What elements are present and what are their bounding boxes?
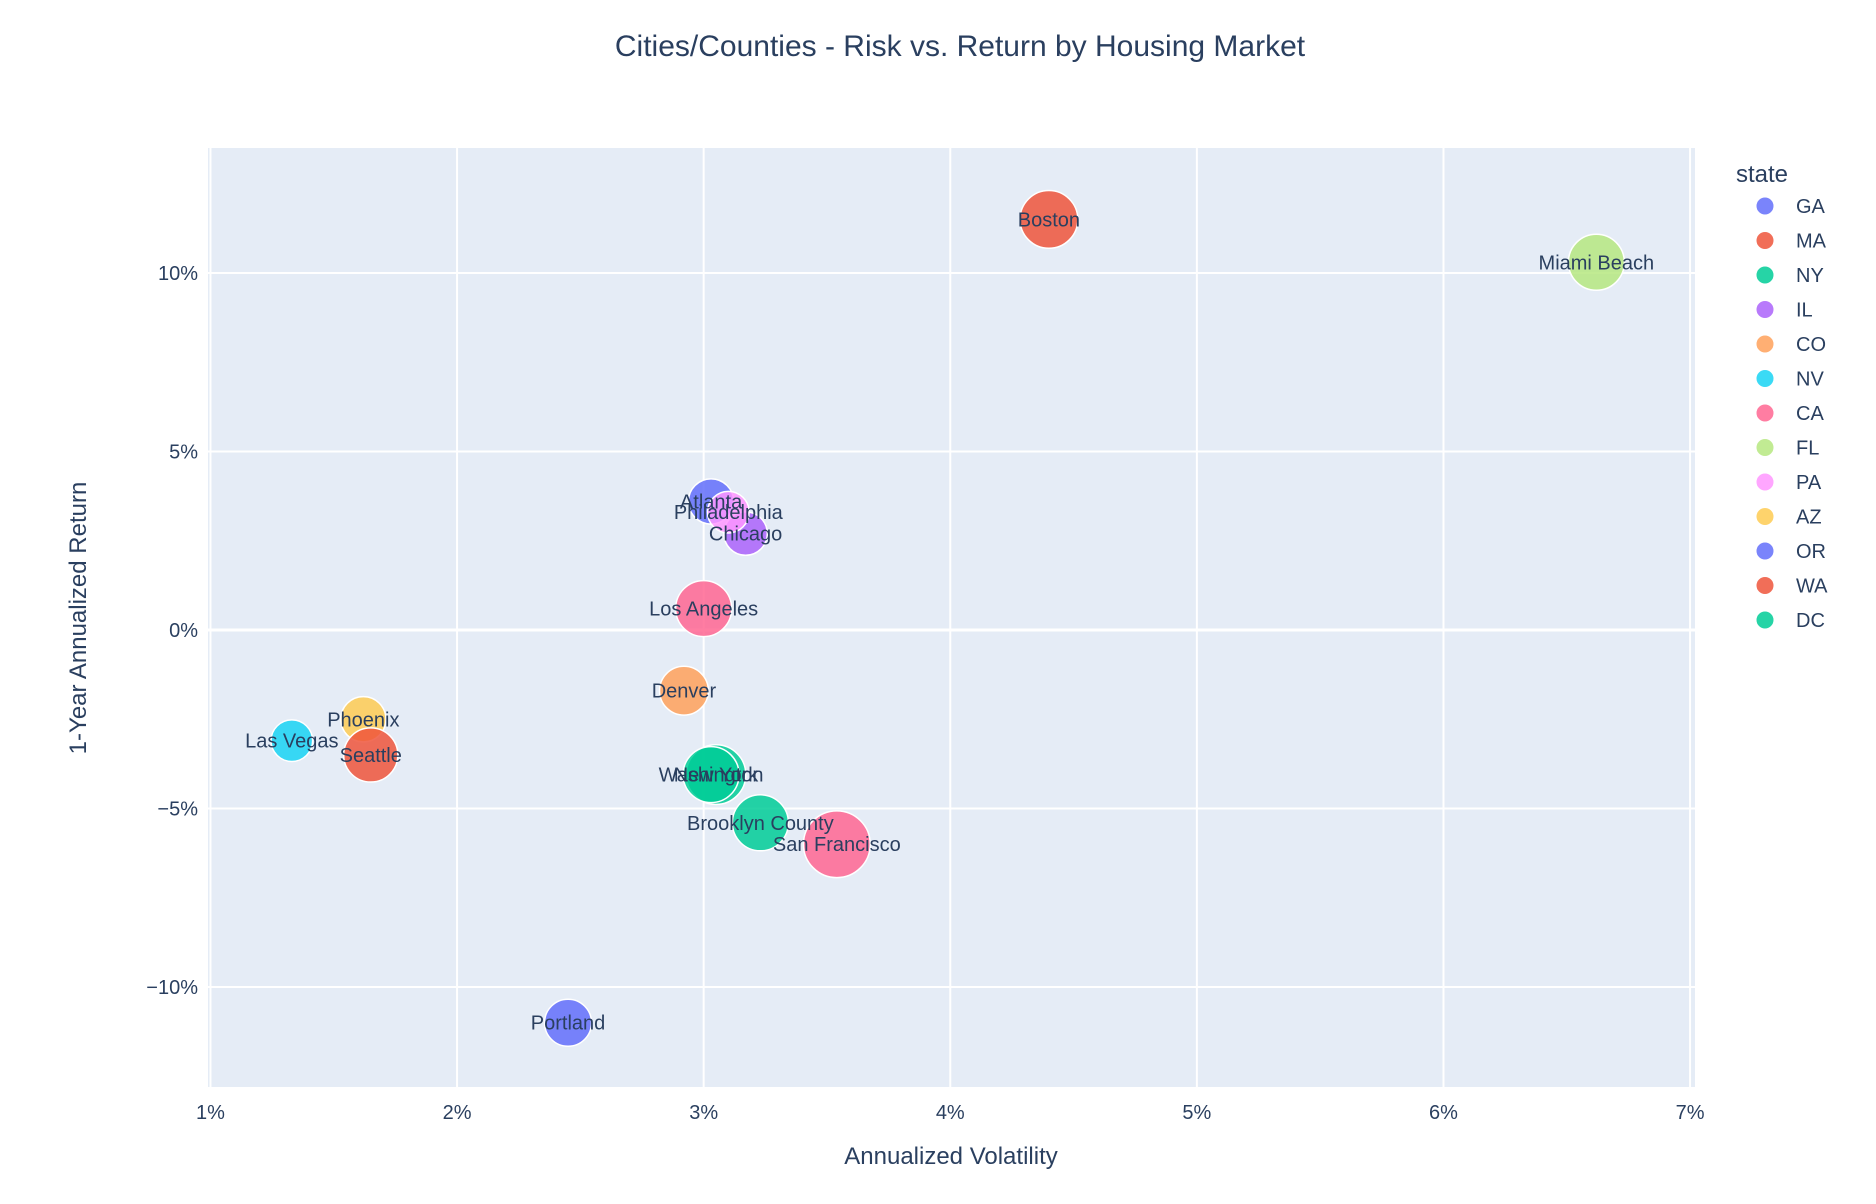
legend-title: state bbox=[1736, 161, 1788, 188]
legend-label: PA bbox=[1796, 472, 1822, 494]
legend-label: NY bbox=[1796, 265, 1824, 287]
legend-item-co[interactable]: CO bbox=[1755, 334, 1826, 356]
y-tick-label: 10% bbox=[158, 263, 198, 285]
point-label: Brooklyn County bbox=[687, 813, 834, 835]
data-point-denver[interactable] bbox=[658, 665, 710, 716]
legend-marker bbox=[1755, 610, 1775, 630]
legend-marker bbox=[1755, 369, 1775, 388]
point-label: Atlanta bbox=[680, 491, 743, 513]
point-label: Washington bbox=[659, 765, 764, 787]
data-point-seattle[interactable] bbox=[342, 727, 399, 783]
data-point-los-angeles[interactable] bbox=[674, 579, 733, 638]
legend-item-az[interactable]: AZ bbox=[1755, 507, 1822, 529]
legend-item-ny[interactable]: NY bbox=[1755, 265, 1824, 287]
legend-marker bbox=[1755, 334, 1775, 354]
legend-marker bbox=[1755, 231, 1775, 250]
y-tick-labels: −10% −5% 0% 5% 10% bbox=[146, 263, 198, 999]
data-points bbox=[270, 189, 1626, 1047]
x-tick-label: 7% bbox=[1676, 1102, 1705, 1124]
legend-label: FL bbox=[1796, 438, 1819, 460]
legend-label: WA bbox=[1796, 576, 1828, 598]
legend-marker bbox=[1755, 541, 1775, 561]
point-label: Los Angeles bbox=[649, 599, 758, 621]
legend: state GA MA NY IL CO NV CA FL PA AZ OR WA DC bbox=[1736, 161, 1828, 632]
x-tick-label: 6% bbox=[1429, 1102, 1458, 1124]
point-label: Boston bbox=[1018, 209, 1080, 231]
legend-item-il[interactable]: IL bbox=[1755, 300, 1813, 322]
legend-marker bbox=[1755, 507, 1775, 526]
legend-label: NV bbox=[1796, 369, 1824, 391]
plot-area bbox=[208, 148, 1695, 1087]
legend-item-ca[interactable]: CA bbox=[1755, 403, 1824, 425]
legend-item-nv[interactable]: NV bbox=[1755, 369, 1824, 391]
legend-label: CO bbox=[1796, 334, 1826, 356]
x-tick-label: 4% bbox=[936, 1102, 965, 1124]
legend-label: OR bbox=[1796, 541, 1826, 563]
legend-item-ma[interactable]: MA bbox=[1755, 231, 1827, 253]
legend-item-dc[interactable]: DC bbox=[1755, 610, 1825, 632]
legend-marker bbox=[1755, 196, 1775, 216]
data-point-miami-beach[interactable] bbox=[1567, 233, 1626, 292]
legend-label: IL bbox=[1796, 300, 1813, 322]
y-tick-label: 0% bbox=[169, 620, 198, 642]
data-point-las-vegas[interactable] bbox=[270, 719, 314, 763]
y-tick-label: −5% bbox=[157, 799, 198, 821]
point-label: Miami Beach bbox=[1539, 252, 1655, 274]
data-point-brooklyn-county[interactable] bbox=[731, 794, 790, 852]
legend-item-wa[interactable]: WA bbox=[1755, 576, 1828, 598]
point-label: Denver bbox=[652, 681, 717, 703]
point-label: Portland bbox=[531, 1013, 606, 1035]
data-point-portland[interactable] bbox=[543, 998, 593, 1047]
y-tick-label: 5% bbox=[169, 441, 198, 463]
x-axis-title: Annualized Volatility bbox=[844, 1143, 1057, 1170]
legend-marker bbox=[1755, 300, 1775, 319]
chart-title: Cities/Counties - Risk vs. Return by Hou… bbox=[615, 30, 1306, 63]
point-label: Las Vegas bbox=[245, 731, 338, 753]
point-label: Chicago bbox=[709, 524, 782, 546]
legend-items: GA MA NY IL CO NV CA FL PA AZ OR WA DC bbox=[1755, 196, 1828, 632]
point-label: Phoenix bbox=[327, 709, 399, 731]
data-point-labels: Atlanta Boston New York Brooklyn County Chic… bbox=[245, 209, 1654, 1034]
legend-marker bbox=[1755, 576, 1775, 595]
x-tick-label: 1% bbox=[196, 1102, 225, 1124]
point-label: Philadelphia bbox=[674, 502, 784, 524]
data-point-philadelphia[interactable] bbox=[706, 490, 750, 534]
x-tick-labels: 1% 2% 3% 4% 5% 6% 7% bbox=[196, 1102, 1705, 1124]
legend-item-ga[interactable]: GA bbox=[1755, 196, 1826, 218]
legend-label: CA bbox=[1796, 403, 1824, 425]
y-axis-title: 1-Year Annualized Return bbox=[65, 482, 92, 755]
data-point-washington[interactable] bbox=[682, 745, 740, 804]
y-gridlines bbox=[208, 271, 1695, 989]
data-point-san-francisco[interactable] bbox=[802, 810, 871, 879]
y-tick-label: −10% bbox=[146, 977, 198, 999]
legend-marker bbox=[1755, 265, 1775, 285]
legend-label: AZ bbox=[1796, 507, 1822, 529]
data-point-boston[interactable] bbox=[1019, 189, 1079, 250]
x-tick-label: 3% bbox=[689, 1102, 718, 1124]
legend-item-fl[interactable]: FL bbox=[1755, 438, 1819, 460]
legend-marker bbox=[1755, 438, 1775, 457]
legend-label: GA bbox=[1796, 196, 1826, 218]
legend-marker bbox=[1755, 472, 1775, 492]
point-label: Seattle bbox=[340, 745, 402, 767]
point-label: San Francisco bbox=[773, 834, 901, 856]
legend-label: MA bbox=[1796, 231, 1827, 253]
x-tick-label: 2% bbox=[443, 1102, 472, 1124]
x-tick-label: 5% bbox=[1182, 1102, 1211, 1124]
legend-label: DC bbox=[1796, 610, 1825, 632]
point-label: New York bbox=[674, 765, 759, 787]
legend-marker bbox=[1755, 403, 1775, 423]
legend-item-or[interactable]: OR bbox=[1755, 541, 1826, 563]
legend-item-pa[interactable]: PA bbox=[1755, 472, 1822, 494]
